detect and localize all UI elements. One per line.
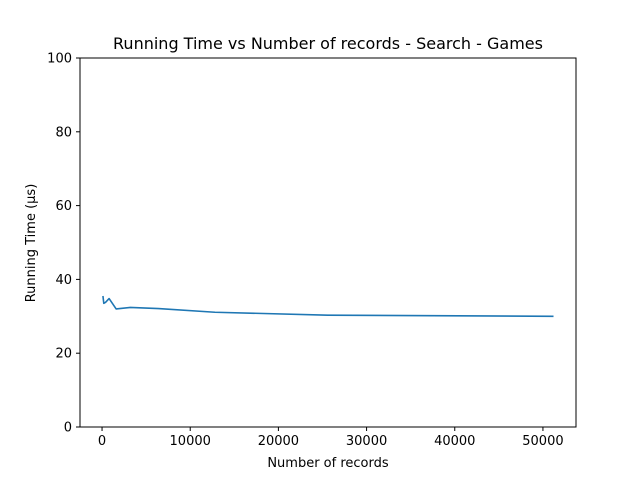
x-tick-label: 50000	[522, 434, 563, 449]
chart-title: Running Time vs Number of records - Sear…	[113, 34, 543, 53]
y-tick-label: 80	[55, 125, 72, 140]
series-group	[102, 295, 554, 318]
y-tick-label: 0	[64, 421, 72, 436]
x-tick-label: 0	[98, 434, 106, 449]
y-tick-label: 100	[47, 52, 72, 67]
x-tick-label: 20000	[258, 434, 299, 449]
y-tick-label: 40	[55, 273, 72, 288]
x-tick-label: 40000	[434, 434, 475, 449]
y-axis-label: Running Time (µs)	[24, 184, 39, 303]
y-axis-ticks: 0 20 40 60 80 100	[47, 52, 80, 436]
y-tick-label: 20	[55, 347, 72, 362]
x-axis-ticks: 0 10000 20000 30000 40000 50000	[98, 427, 564, 449]
series-line	[102, 295, 554, 318]
x-tick-label: 10000	[170, 434, 211, 449]
x-axis-label: Number of records	[267, 456, 389, 471]
y-tick-label: 60	[55, 199, 72, 214]
x-tick-label: 30000	[346, 434, 387, 449]
plot-frame	[79, 57, 577, 428]
